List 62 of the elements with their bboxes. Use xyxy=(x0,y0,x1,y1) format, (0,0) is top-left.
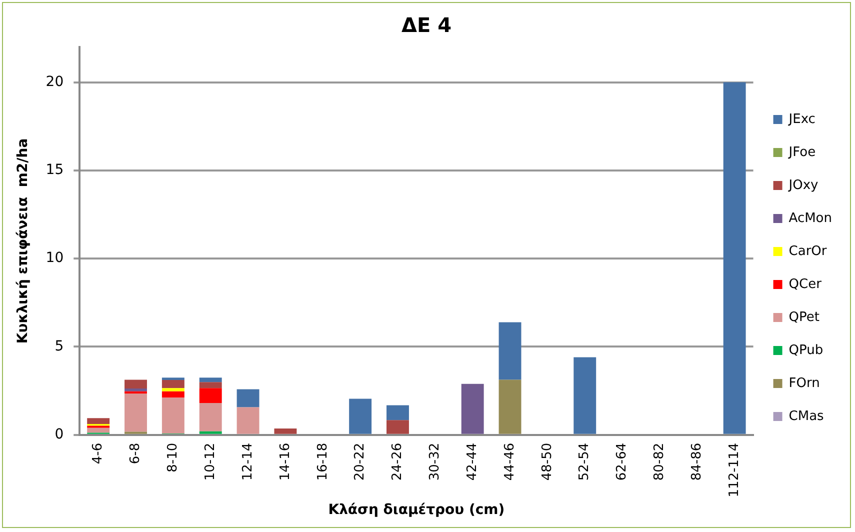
bar xyxy=(386,420,409,434)
x-tick-label: 44-46 xyxy=(502,442,518,481)
legend-label: QPub xyxy=(788,342,824,358)
legend-label: FOrn xyxy=(788,376,820,391)
legend-label: QCer xyxy=(788,276,822,292)
x-tick-label: 80-82 xyxy=(652,442,668,481)
legend-label: JFoe xyxy=(788,144,816,160)
y-tick-label: 10 xyxy=(46,250,64,266)
bar xyxy=(386,405,409,420)
bar xyxy=(574,357,596,434)
bar xyxy=(199,431,222,434)
bar xyxy=(498,380,522,434)
x-tick-label: 8-10 xyxy=(166,442,181,472)
x-tick-label: 84-86 xyxy=(690,442,705,481)
x-tick-label: 20-22 xyxy=(352,442,368,481)
y-tick-label: 20 xyxy=(46,74,64,90)
bar xyxy=(162,380,184,388)
bar xyxy=(124,393,147,432)
bar xyxy=(498,322,522,380)
bar xyxy=(124,388,147,392)
x-tick-label: 24-26 xyxy=(390,442,406,481)
bar xyxy=(199,382,222,388)
x-tick-label: 30-32 xyxy=(428,442,443,481)
x-tick-label: 16-18 xyxy=(315,442,330,481)
x-tick-label: 112-114 xyxy=(726,442,742,498)
legend-label: JExc xyxy=(788,112,816,127)
bar xyxy=(87,418,110,424)
x-tick-label: 6-8 xyxy=(128,442,144,464)
bar xyxy=(723,82,746,434)
y-tick-label: 0 xyxy=(54,426,64,443)
bar xyxy=(349,398,372,434)
x-tick-label: 14-16 xyxy=(278,442,293,481)
bar xyxy=(199,378,222,382)
bar xyxy=(236,407,260,434)
chart-title: ΔΕ 4 xyxy=(401,13,452,38)
x-tick-label: 52-54 xyxy=(577,442,592,481)
bar xyxy=(236,389,260,408)
bar xyxy=(162,388,184,392)
x-tick-label: 12-14 xyxy=(240,442,256,481)
bar xyxy=(199,388,222,403)
legend-label: AcMon xyxy=(788,210,832,226)
y-tick-label: 5 xyxy=(54,338,64,354)
x-axis-title: Κλάση διαμέτρου (cm) xyxy=(328,502,505,518)
bar xyxy=(124,380,147,389)
x-tick-label: 42-44 xyxy=(464,442,480,481)
legend-label: JOxy xyxy=(788,178,819,193)
y-axis-title: Κυκλική επιφάνεια m2/ha xyxy=(15,138,32,344)
legend-label: CMas xyxy=(788,408,824,424)
x-tick-label: 62-64 xyxy=(614,442,630,481)
bar xyxy=(274,428,297,434)
bar xyxy=(162,398,184,434)
bar xyxy=(461,384,484,434)
legend-label: CarOr xyxy=(788,244,828,259)
bar xyxy=(87,428,110,433)
x-tick-label: 48-50 xyxy=(540,442,555,481)
bar xyxy=(199,402,222,432)
x-tick-label: 4-6 xyxy=(90,442,106,464)
y-tick-label: 15 xyxy=(46,162,64,178)
x-tick-label: 10-12 xyxy=(202,442,218,481)
bar xyxy=(162,391,184,398)
legend-label: QPet xyxy=(788,310,820,325)
bar xyxy=(162,378,184,380)
